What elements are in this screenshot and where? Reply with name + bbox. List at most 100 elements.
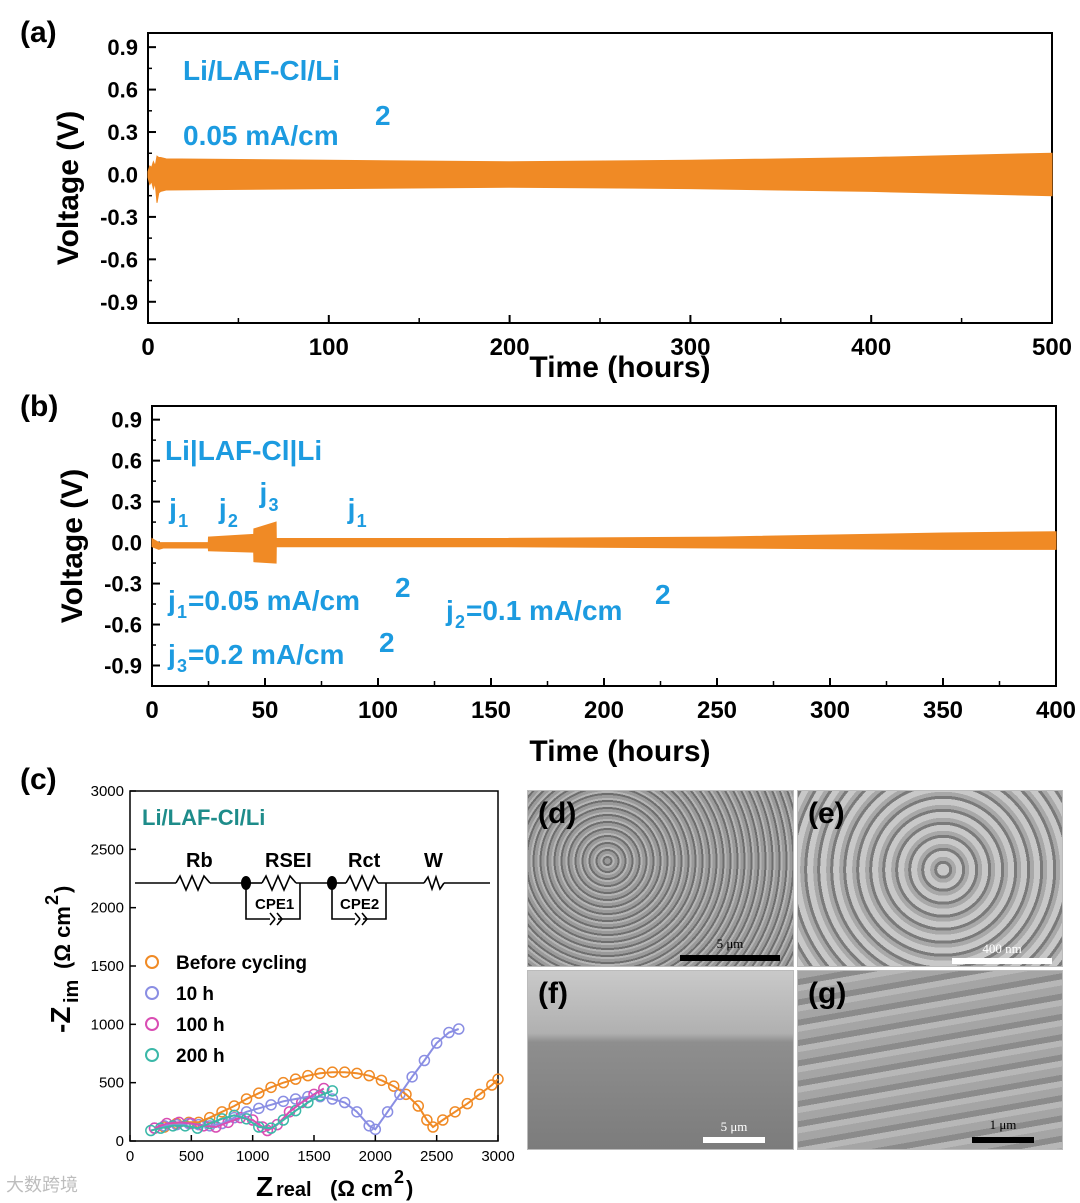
axis-ticks: -0.9 -0.6 -0.3 0.0 0.3 0.6 0.9 0 50 100 150 200 250 3… — [104, 408, 1076, 724]
x-tick-label: 2000 — [359, 1148, 392, 1165]
current-step-label: j — [259, 477, 268, 508]
x-tick-label: 250 — [697, 697, 737, 724]
x-tick-label: 0 — [141, 334, 154, 361]
data-point — [452, 1023, 465, 1035]
sem-label: (g) — [808, 977, 847, 1010]
data-point — [381, 1106, 394, 1118]
data-point — [421, 1114, 433, 1126]
scale-bar-label: 1 μm — [989, 1117, 1017, 1132]
x-tick-label: 300 — [670, 334, 710, 361]
axis-ticks: 0 500 1000 1500 2000 2500 3000 0 500 1000 1500 2000… — [91, 783, 515, 1165]
sem-label: (e) — [808, 797, 845, 830]
current-step-label-sub: 2 — [228, 511, 238, 531]
y-tick-label: 0.6 — [111, 449, 142, 474]
legend-marker — [145, 986, 159, 1000]
data-point — [418, 1054, 431, 1067]
circuit-node — [327, 876, 337, 890]
svg-text:W: W — [424, 850, 443, 872]
svg-text:2: 2 — [394, 1167, 404, 1187]
y-axis-label: -Z im (Ω cm 2 ) — [42, 886, 83, 1033]
svg-text:Rct: Rct — [348, 850, 381, 872]
sem-image-f: (f) 5 μm — [527, 970, 794, 1150]
y-tick-label: 0.0 — [111, 531, 142, 556]
svg-text:im: im — [61, 980, 83, 1003]
legend-marker — [145, 955, 159, 969]
y-tick-label: -0.3 — [100, 205, 138, 230]
data-point — [265, 1081, 277, 1094]
data-point — [430, 1037, 443, 1049]
data-point — [449, 1106, 461, 1118]
scale-bar-label: 5 μm — [716, 936, 744, 951]
current-step-label-sub: 3 — [269, 495, 279, 515]
data-point — [289, 1073, 302, 1085]
data-point — [216, 1106, 228, 1118]
x-tick-label: 100 — [309, 334, 349, 361]
y-tick-label: 0.0 — [107, 162, 138, 187]
x-tick-label: 400 — [1036, 697, 1076, 724]
fit-line — [150, 1089, 333, 1132]
x-tick-label: 0 — [145, 697, 158, 724]
data-band — [151, 521, 1057, 564]
legend-marker — [145, 1017, 159, 1031]
y-tick-label: 3000 — [91, 783, 124, 800]
annotation-current-density: 0.05 mA/cm — [183, 120, 339, 151]
svg-text:2: 2 — [655, 579, 671, 610]
fit-line — [154, 1028, 460, 1131]
data-point — [387, 1080, 400, 1092]
data-point — [375, 1074, 388, 1087]
x-tick-label: 500 — [1032, 334, 1072, 361]
legend-marker — [145, 1048, 159, 1062]
svg-text:CPE2: CPE2 — [340, 896, 379, 913]
fit-lines — [150, 1028, 499, 1132]
data-point — [338, 1096, 351, 1109]
svg-text:j: j — [167, 585, 176, 616]
legend-label: 10 h — [176, 984, 214, 1005]
x-tick-label: 0 — [126, 1148, 134, 1165]
x-tick-label: 350 — [923, 697, 963, 724]
chart-title: Li/LAF-Cl/Li — [142, 805, 265, 830]
svg-text:2: 2 — [42, 895, 62, 905]
legend: Before cycling 10 h 100 h 200 h — [145, 953, 307, 1067]
data-point — [437, 1114, 449, 1126]
svg-text:-Z: -Z — [45, 1007, 76, 1033]
x-tick-label: 100 — [358, 697, 398, 724]
panel-a-label: (a) — [20, 16, 57, 49]
x-tick-label: 50 — [252, 697, 279, 724]
x-tick-label: 3000 — [481, 1148, 514, 1165]
legend-j3: j 3 =0.2 mA/cm 2 — [167, 627, 395, 676]
x-tick-label: 200 — [490, 334, 530, 361]
svg-text:CPE1: CPE1 — [255, 896, 294, 913]
y-tick-label: 0.9 — [111, 408, 142, 433]
nyquist-chart-c: 0 500 1000 1500 2000 2500 3000 0 500 1000 1500 2000… — [42, 783, 515, 1202]
data-point — [427, 1121, 439, 1133]
voltage-band — [151, 521, 1057, 564]
legend-j1: j 1 =0.05 mA/cm 2 — [167, 572, 411, 622]
annotation-current-sup: 2 — [375, 100, 391, 131]
y-axis-label: Voltage (V) — [56, 469, 89, 623]
legend-label: Before cycling — [176, 953, 307, 974]
panel-b-label: (b) — [20, 390, 59, 423]
scale-bar — [952, 958, 1052, 964]
svg-text:1: 1 — [177, 602, 187, 622]
y-tick-label: -0.9 — [104, 654, 142, 679]
svg-text:2: 2 — [379, 627, 395, 658]
scale-bar — [972, 1137, 1034, 1143]
svg-text:2: 2 — [455, 612, 465, 632]
data-point — [461, 1097, 474, 1110]
current-step-label-sub: 1 — [178, 511, 188, 531]
y-tick-label: 0.9 — [107, 35, 138, 60]
data-band — [147, 152, 1053, 203]
data-point — [369, 1123, 382, 1136]
scale-bar-label: 5 μm — [720, 1119, 748, 1134]
x-tick-label: 150 — [471, 697, 511, 724]
data-point — [412, 1100, 425, 1112]
data-point — [277, 1114, 290, 1126]
legend-label: 200 h — [176, 1046, 225, 1067]
data-point — [443, 1026, 455, 1039]
y-tick-label: -0.6 — [104, 613, 142, 638]
data-point — [363, 1120, 375, 1132]
panel-c-label: (c) — [20, 763, 57, 796]
circuit-node — [241, 876, 251, 890]
svg-text:real: real — [276, 1179, 312, 1201]
voltage-chart-a: -0.9 -0.6 -0.3 0.0 0.3 0.6 0.9 0 100 200 300 400 500… — [52, 32, 1072, 384]
